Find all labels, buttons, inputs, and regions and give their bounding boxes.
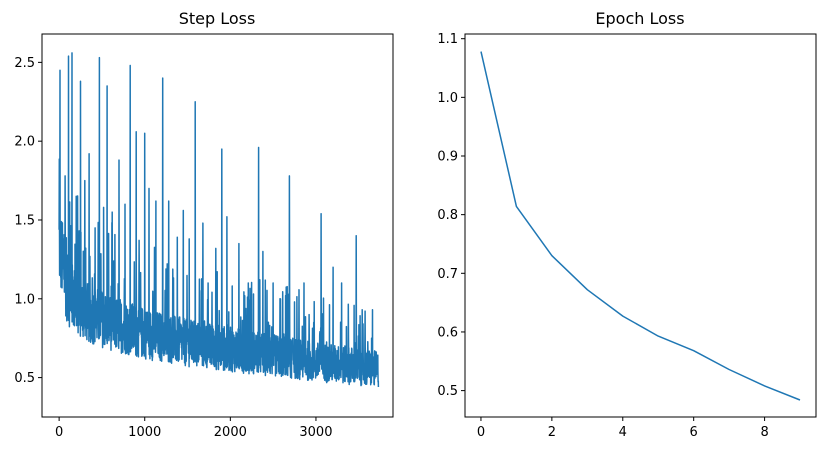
step-loss-x-tick-label: 3000 [299,425,332,440]
epoch-loss-x-tick-label: 2 [548,425,556,440]
step-loss-y-tick-label: 2.0 [14,135,35,150]
epoch-loss-x-tick-label: 8 [760,425,768,440]
step-loss-title: Step Loss [179,9,256,28]
epoch-loss-y-tick-label: 1.0 [437,91,458,106]
step-loss-y-tick-label: 1.0 [14,292,35,307]
epoch-loss-x-tick-label: 4 [619,425,627,440]
epoch-loss-y-tick-label: 0.6 [437,325,458,340]
epoch-loss-title: Epoch Loss [595,9,684,28]
step-loss-panel: Step Loss 0 1000 2000 3000 0.5 1.0 1.5 2.0 2.5 [14,9,394,440]
epoch-loss-line [480,51,801,401]
epoch-loss-y-tick-label: 0.8 [437,208,458,223]
epoch-loss-axes-frame [464,33,817,418]
epoch-loss-x-tick-label: 0 [477,425,485,440]
step-loss-y-tick-label: 0.5 [14,371,35,386]
step-loss-axes-frame [41,33,394,418]
step-loss-x-tick-label: 0 [55,425,63,440]
step-loss-y-tick-label: 2.5 [14,56,35,71]
epoch-loss-y-tick-label: 0.5 [437,384,458,399]
step-loss-x-tick-label: 2000 [214,425,247,440]
epoch-loss-y-tick-label: 0.9 [437,149,458,164]
epoch-loss-x-tick-label: 6 [690,425,698,440]
step-loss-y-tick-label: 1.5 [14,213,35,228]
epoch-loss-y-tick-label: 1.1 [437,32,458,47]
step-loss-line [58,52,380,388]
epoch-loss-panel: Epoch Loss 0 2 4 6 8 0.5 0.6 0.7 0.8 0.9 1.0 1.1 [437,9,817,440]
step-loss-x-tick-label: 1000 [128,425,161,440]
epoch-loss-y-tick-label: 0.7 [437,267,458,282]
